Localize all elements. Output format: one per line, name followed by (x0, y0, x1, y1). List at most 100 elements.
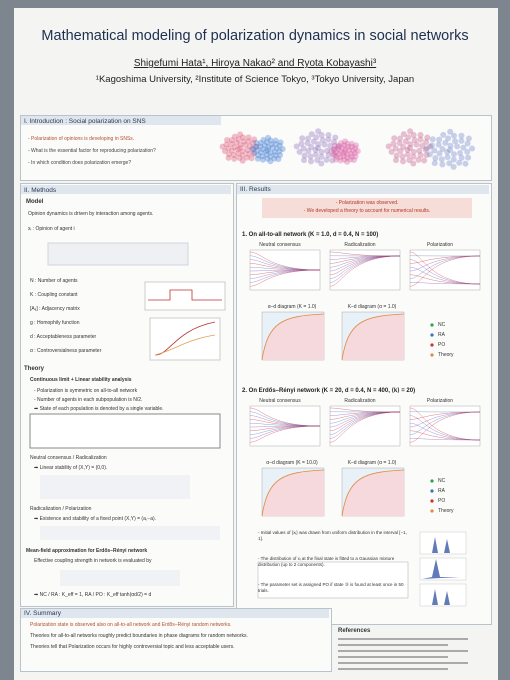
panel-title: Radicalization (344, 242, 376, 248)
scatter-dot (352, 150, 359, 157)
scatter-dot (407, 141, 414, 148)
scatter-dot (332, 134, 339, 141)
scatter-dot (275, 156, 282, 163)
scatter-dot (344, 143, 351, 150)
scatter-dot (307, 153, 314, 160)
scatter-dot (257, 149, 264, 156)
scatter-dot (335, 151, 342, 158)
scatter-dot (224, 136, 231, 143)
scatter-dot (397, 148, 404, 155)
scatter-dot (250, 150, 257, 157)
legend-marker (430, 323, 434, 327)
scatter-dot (263, 151, 270, 158)
summary-line: Theories for all-to-all networks roughly… (30, 633, 248, 639)
sub-heading: 1. On all-to-all network (K = 1.0, d = 0… (242, 232, 379, 238)
scatter-dot (221, 148, 228, 155)
scatter-dot (344, 151, 351, 158)
scatter-dot (465, 154, 472, 161)
scatter-dot (261, 142, 268, 149)
scatter-dot (451, 132, 458, 139)
scatter-dot (233, 139, 240, 146)
scatter-dot (346, 146, 353, 153)
scatter-dot (348, 140, 355, 147)
scatter-dot (352, 145, 359, 152)
scatter-dot (440, 131, 447, 138)
scatter-dot (435, 141, 442, 148)
trajectory (409, 430, 481, 441)
scatter-dot (254, 147, 261, 154)
scatter-dot (225, 145, 232, 152)
scatter-dot (327, 142, 334, 149)
scatter-dot (413, 141, 420, 148)
trajectory (249, 269, 321, 287)
intro-box (20, 115, 492, 181)
scatter-dot (354, 148, 361, 155)
scatter-dot (447, 128, 454, 135)
scatter-dot (469, 145, 476, 152)
legend-label: Theory (438, 508, 454, 514)
trajectory (409, 423, 481, 441)
scatter-dot (269, 144, 276, 151)
sub-heading: 2. On Erdős–Rényi network (K = 20, d = 0… (242, 388, 416, 394)
plot-g (144, 281, 226, 311)
scatter-dot (259, 156, 266, 163)
references-heading: References (338, 628, 371, 634)
scatter-dot (417, 152, 424, 159)
sub-heading: Theory (24, 366, 45, 372)
scatter-dot (426, 151, 433, 158)
scatter-dot (353, 142, 360, 149)
scatter-dot (460, 144, 467, 151)
scatter-dot (305, 148, 312, 155)
scatter-dot (351, 156, 358, 163)
equation (60, 570, 180, 586)
scatter-dot (318, 131, 325, 138)
section-heading: I. Introduction : Social polarization on… (24, 118, 146, 125)
legend-label: RA (438, 332, 445, 338)
scatter-dot (254, 155, 261, 162)
reference-line (338, 668, 448, 670)
scatter-dot (231, 133, 238, 140)
trajectory (409, 274, 481, 285)
text: ➡ Linear stability of (X,Y) = (0,0). (34, 465, 108, 471)
scatter-dot (411, 137, 418, 144)
scatter-dot (348, 153, 355, 160)
scatter-dot (243, 154, 250, 161)
scatter-dot (410, 148, 417, 155)
curve (154, 321, 216, 356)
scatter-dot (325, 152, 332, 159)
scatter-dot (335, 142, 342, 149)
variable: d : Acceptableness parameter (30, 334, 97, 340)
scatter-dot (400, 131, 407, 138)
scatter-dot (300, 145, 307, 152)
trajectory (409, 267, 481, 285)
scatter-dot (276, 148, 283, 155)
section-heading: IV. Summary (24, 610, 61, 617)
legend-label: NC (438, 322, 446, 328)
scatter-dot (272, 140, 279, 147)
scatter-dot (342, 146, 349, 153)
scatter-dot (245, 134, 252, 141)
scatter-dot (344, 158, 351, 165)
scatter-dot (267, 149, 274, 156)
scatter-dot (219, 143, 226, 150)
scatter-dot (331, 142, 338, 149)
theory-line (341, 469, 405, 517)
sub-heading: Model (26, 199, 44, 205)
histogram-frame (419, 531, 467, 555)
scatter-dot (252, 143, 259, 150)
scatter-dot (458, 132, 465, 139)
scatter-dot (240, 134, 247, 141)
scatter-dot (337, 148, 344, 155)
equation (47, 242, 189, 266)
summary-line: Theories tell that Polarization occurs f… (30, 644, 235, 650)
scatter-dot (315, 145, 321, 151)
scatter-dot (268, 141, 275, 148)
scatter-dot (341, 156, 348, 163)
scatter-dot (228, 137, 235, 144)
scatter-dot (253, 139, 260, 146)
scatter-dot (323, 156, 330, 163)
scatter-dot (431, 147, 438, 154)
scatter-dot (237, 131, 244, 138)
scatter-dot (325, 131, 332, 138)
